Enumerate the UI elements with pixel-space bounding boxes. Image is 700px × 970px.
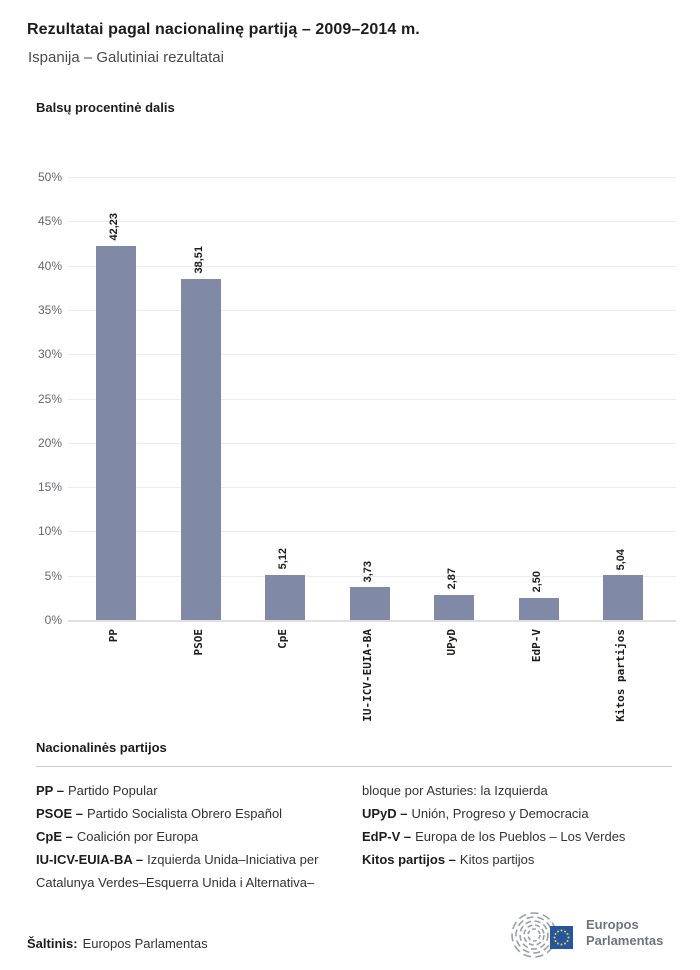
party-name: Kitos partijos — [459, 852, 535, 867]
bar-value-label: 42,23 — [108, 213, 120, 241]
party-name: Partido Popular — [67, 783, 158, 798]
source-line: Šaltinis: Europos Parlamentas — [27, 936, 208, 951]
x-axis-label: Kitos partijos — [614, 629, 627, 722]
gridline — [68, 265, 676, 267]
y-axis-tick-label: 50% — [37, 170, 62, 184]
logo-line-2: Parlamentas — [586, 933, 664, 948]
legend-entry: UPyD – Unión, Progreso y Democracia — [362, 802, 674, 825]
bar-PSOE — [180, 278, 221, 620]
x-axis-label: CpE — [276, 629, 289, 649]
bar-UPyD — [434, 594, 474, 620]
legend-entry: IU-ICV-EUIA-BA – Izquierda Unida–Iniciati… — [36, 848, 358, 894]
party-abbreviation: Kitos partijos – — [362, 852, 456, 867]
party-name: Europa de los Pueblos – Los Verdes — [415, 829, 626, 844]
gridline — [68, 177, 676, 178]
legend-entry: PP – Partido Popular — [36, 779, 358, 802]
y-axis-tick-label: 25% — [37, 391, 62, 406]
legend-column-left: PP – Partido Popular PSOE – Partido Social… — [36, 779, 358, 894]
bar-PP — [96, 245, 136, 620]
y-axis-tick-label: 15% — [37, 480, 62, 495]
legend-entry: Kitos partijos – Kitos partijos — [362, 848, 674, 871]
source-label: Šaltinis: — [27, 936, 78, 951]
legend-column-right: bloque por Asturies: la Izquierda UPyD –… — [362, 779, 674, 871]
bar-value-label: 5,04 — [615, 548, 627, 571]
y-axis-tick-label: 5% — [44, 568, 62, 583]
legend-entry: PSOE – Partido Socialista Obrero Español — [36, 802, 358, 825]
x-axis-label: IU-ICV-EUIA-BA — [360, 629, 374, 722]
gridline — [68, 575, 676, 577]
x-axis-label: EdP-V — [529, 629, 543, 663]
gridline — [68, 487, 676, 489]
y-axis-tick-label: 20% — [37, 435, 62, 450]
y-axis-tick-label: 30% — [37, 347, 62, 362]
eu-stars — [553, 929, 570, 946]
party-name: Partido Socialista Obrero Español — [86, 806, 283, 821]
party-abbreviation: IU-ICV-EUIA-BA – — [36, 852, 144, 867]
bar-CpE — [265, 574, 305, 620]
european-parliament-logo: Europos Parlamentas — [510, 910, 680, 960]
legend-divider — [36, 766, 672, 767]
eu-flag-square — [550, 926, 573, 949]
party-name: Coalición por Europa — [76, 829, 199, 844]
legend-entry: CpE – Coalición por Europa — [36, 825, 358, 848]
y-axis-tick-label: 35% — [37, 302, 62, 317]
bar-value-label: 2,87 — [446, 568, 458, 590]
gridline — [68, 442, 676, 444]
gridline — [68, 620, 676, 622]
bar-value-label: 3,73 — [361, 560, 374, 582]
source-value: Europos Parlamentas — [82, 936, 208, 951]
y-axis-tick-label: 40% — [37, 258, 62, 273]
y-axis-tick-label: 10% — [37, 524, 62, 539]
party-abbreviation: PP – — [36, 783, 64, 798]
legend-heading: Nacionalinės partijos — [36, 740, 167, 755]
gridline — [68, 354, 676, 356]
party-abbreviation: CpE – — [36, 829, 73, 844]
logo-line-1: Europos — [586, 917, 639, 932]
party-name: Izquierda Unida–Iniciativa per Catalunya… — [36, 852, 319, 890]
gridline — [68, 398, 676, 400]
page-title: Rezultatai pagal nacionalinę partiją – 2… — [27, 21, 420, 38]
bar-EdP-V — [518, 597, 559, 620]
gridline — [68, 221, 676, 223]
party-name: bloque por Asturies: la Izquierda — [362, 783, 548, 798]
y-axis-tick-label: 45% — [37, 214, 62, 229]
party-abbreviation: PSOE – — [36, 806, 83, 821]
bar-value-label: 2,50 — [530, 571, 543, 593]
party-abbreviation: UPyD – — [362, 806, 408, 821]
bar-value-label: 38,51 — [192, 246, 205, 274]
gridline — [68, 309, 676, 311]
x-axis-label: UPyD — [445, 629, 458, 656]
logo-wordmark: Europos Parlamentas — [586, 917, 663, 949]
x-axis-label: PSOE — [191, 629, 205, 656]
y-axis-tick-label: 0% — [44, 613, 62, 627]
bar-value-label: 5,12 — [277, 548, 289, 570]
hemicycle-icon — [511, 912, 573, 958]
party-abbreviation: EdP-V – — [362, 829, 412, 844]
page-subtitle: Ispanija – Galutiniai rezultatai — [28, 49, 224, 66]
legend-entry: bloque por Asturies: la Izquierda — [362, 779, 674, 802]
x-axis-label: PP — [107, 629, 120, 643]
legend-entry: EdP-V – Europa de los Pueblos – Los Verde… — [362, 825, 674, 848]
party-name: Unión, Progreso y Democracia — [411, 806, 589, 821]
bar-Kitos partijos — [603, 575, 643, 620]
chart-heading: Balsų procentinė dalis — [36, 100, 175, 115]
bar-IU-ICV-EUIA-BA — [349, 586, 390, 620]
gridline — [68, 531, 676, 533]
